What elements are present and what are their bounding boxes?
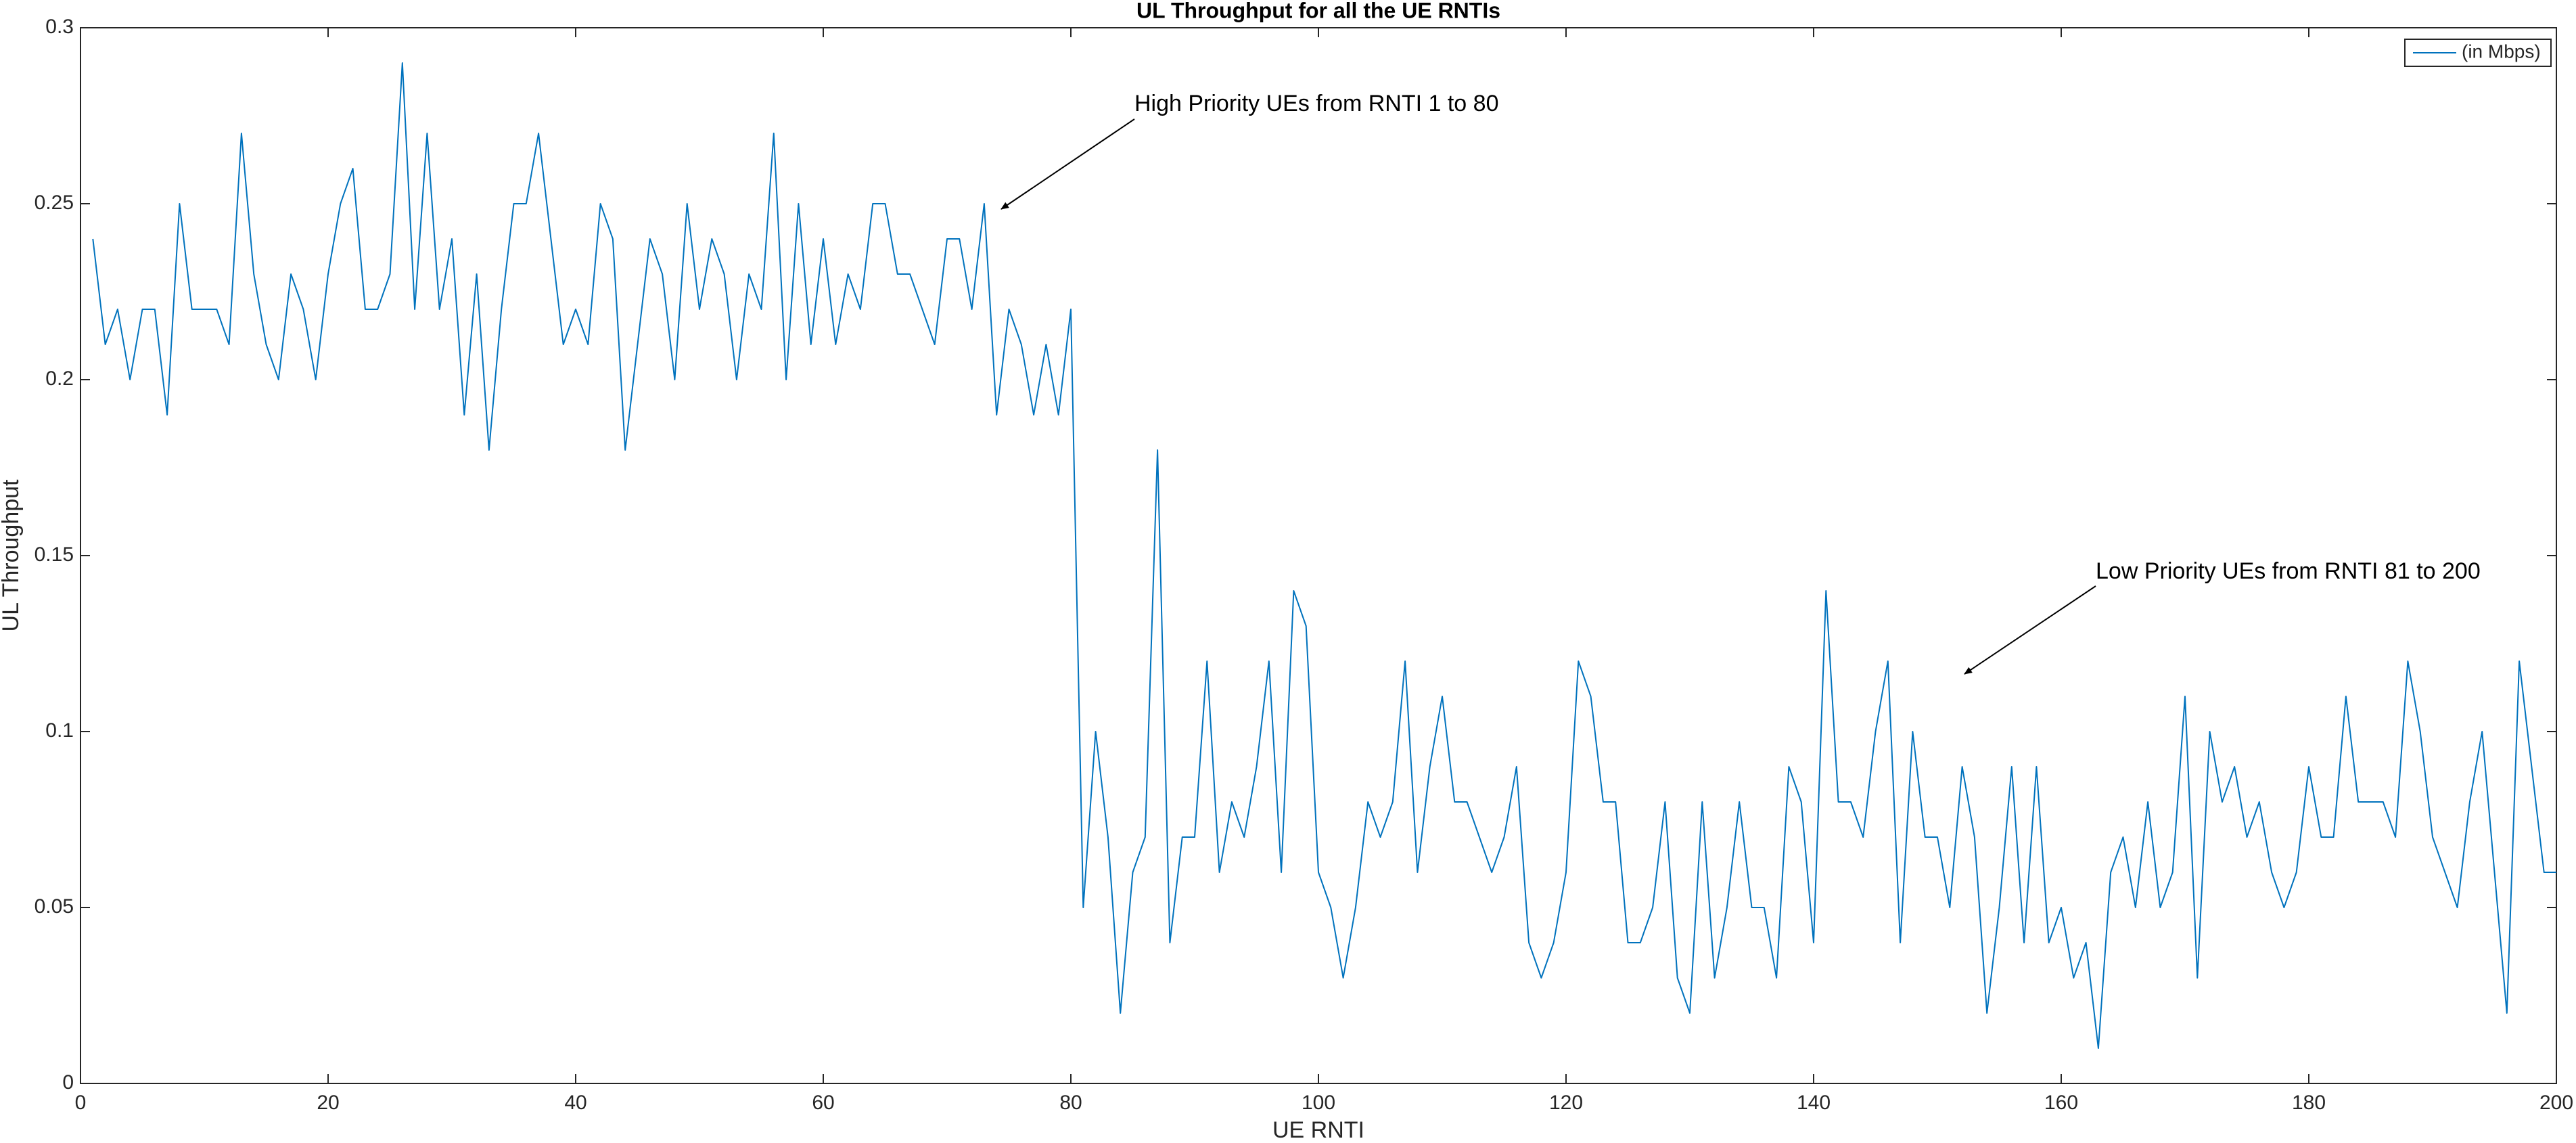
x-tick-label: 180 [2292, 1092, 2326, 1114]
y-tick-label: 0.1 [45, 719, 74, 742]
y-tick-label: 0.15 [34, 543, 74, 566]
legend-label: (in Mbps) [2462, 41, 2541, 62]
x-tick-label: 20 [317, 1092, 339, 1114]
x-tick-label: 160 [2044, 1092, 2078, 1114]
y-tick-label: 0.05 [34, 895, 74, 918]
data-line [92, 62, 2556, 1049]
x-tick-label: 40 [564, 1092, 586, 1114]
x-axis-label: UE RNTI [1272, 1117, 1364, 1143]
y-tick-label: 0 [62, 1071, 74, 1094]
chart-title: UL Throughput for all the UE RNTIs [1136, 0, 1500, 22]
x-tick-label: 200 [2539, 1092, 2573, 1114]
y-tick-label: 0.25 [34, 192, 74, 214]
annotation-arrow [1001, 118, 1135, 210]
x-tick-label: 80 [1059, 1092, 1082, 1114]
annotation: High Priority UEs from RNTI 1 to 80 [1134, 91, 1498, 116]
annotation: Low Priority UEs from RNTI 81 to 200 [2096, 558, 2481, 584]
y-tick-label: 0.2 [45, 367, 74, 390]
y-axis-label: UL Throughput [0, 479, 24, 631]
y-tick-label: 0.3 [45, 16, 74, 38]
x-tick-label: 0 [75, 1092, 87, 1114]
annotation-arrow [1964, 585, 2096, 675]
x-tick-label: 140 [1797, 1092, 1831, 1114]
x-tick-label: 100 [1302, 1092, 1335, 1114]
x-tick-label: 120 [1549, 1092, 1583, 1114]
plot-box [80, 27, 2557, 1084]
x-tick-label: 60 [812, 1092, 834, 1114]
